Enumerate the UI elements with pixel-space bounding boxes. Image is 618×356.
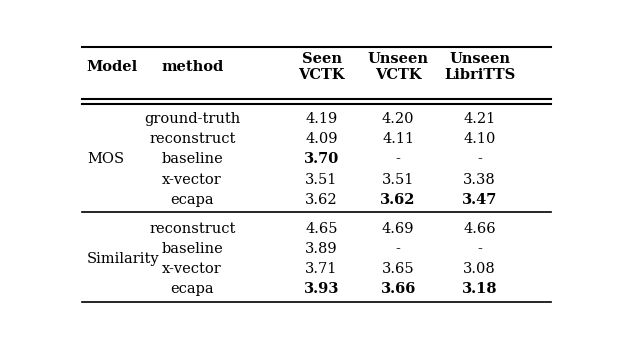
Text: -: - xyxy=(477,152,482,167)
Text: 3.93: 3.93 xyxy=(304,282,339,296)
Text: 3.47: 3.47 xyxy=(462,193,497,206)
Text: 3.18: 3.18 xyxy=(462,282,497,296)
Text: 3.65: 3.65 xyxy=(382,262,415,276)
Text: -: - xyxy=(396,242,400,256)
Text: 3.51: 3.51 xyxy=(382,173,414,187)
Text: reconstruct: reconstruct xyxy=(149,222,235,236)
Text: Similarity: Similarity xyxy=(87,252,159,266)
Text: 4.19: 4.19 xyxy=(305,112,337,126)
Text: 3.38: 3.38 xyxy=(464,173,496,187)
Text: reconstruct: reconstruct xyxy=(149,132,235,146)
Text: x-vector: x-vector xyxy=(163,262,222,276)
Text: ecapa: ecapa xyxy=(171,282,214,296)
Text: -: - xyxy=(477,242,482,256)
Text: 4.20: 4.20 xyxy=(382,112,415,126)
Text: Unseen
VCTK: Unseen VCTK xyxy=(368,52,429,83)
Text: -: - xyxy=(396,152,400,167)
Text: baseline: baseline xyxy=(161,242,223,256)
Text: 4.69: 4.69 xyxy=(382,222,415,236)
Text: 4.10: 4.10 xyxy=(464,132,496,146)
Text: Model: Model xyxy=(87,61,138,74)
Text: 4.21: 4.21 xyxy=(464,112,496,126)
Text: x-vector: x-vector xyxy=(163,173,222,187)
Text: method: method xyxy=(161,61,223,74)
Text: 3.66: 3.66 xyxy=(381,282,416,296)
Text: ecapa: ecapa xyxy=(171,193,214,206)
Text: 3.51: 3.51 xyxy=(305,173,337,187)
Text: Unseen
LibriTTS: Unseen LibriTTS xyxy=(444,52,515,83)
Text: 3.70: 3.70 xyxy=(304,152,339,167)
Text: 3.89: 3.89 xyxy=(305,242,338,256)
Text: MOS: MOS xyxy=(87,152,124,167)
Text: 3.62: 3.62 xyxy=(381,193,416,206)
Text: 4.65: 4.65 xyxy=(305,222,338,236)
Text: ground-truth: ground-truth xyxy=(144,112,240,126)
Text: 3.08: 3.08 xyxy=(464,262,496,276)
Text: 4.09: 4.09 xyxy=(305,132,338,146)
Text: Seen
VCTK: Seen VCTK xyxy=(298,52,345,83)
Text: 4.66: 4.66 xyxy=(464,222,496,236)
Text: baseline: baseline xyxy=(161,152,223,167)
Text: 3.62: 3.62 xyxy=(305,193,338,206)
Text: 4.11: 4.11 xyxy=(382,132,414,146)
Text: 3.71: 3.71 xyxy=(305,262,337,276)
